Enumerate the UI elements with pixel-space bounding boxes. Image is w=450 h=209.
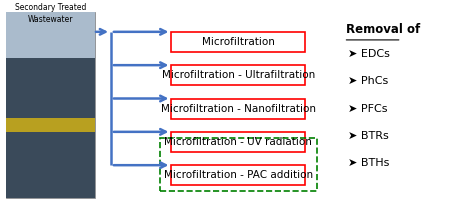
Text: Secondary Treated: Secondary Treated xyxy=(15,3,86,12)
FancyBboxPatch shape xyxy=(171,132,306,152)
FancyBboxPatch shape xyxy=(6,12,95,58)
FancyBboxPatch shape xyxy=(6,58,95,198)
Text: Microfiltration: Microfiltration xyxy=(202,37,275,47)
FancyBboxPatch shape xyxy=(171,98,306,119)
Text: ➤ BTRs: ➤ BTRs xyxy=(348,131,389,141)
Text: Wastewater: Wastewater xyxy=(28,15,73,24)
Text: ➤ BTHs: ➤ BTHs xyxy=(348,158,389,168)
FancyBboxPatch shape xyxy=(171,65,306,85)
Text: Microfiltration - UV radiation: Microfiltration - UV radiation xyxy=(165,137,312,147)
Text: Removal of: Removal of xyxy=(346,23,420,36)
Text: Microfiltration - Ultrafiltration: Microfiltration - Ultrafiltration xyxy=(162,70,315,80)
Text: Microfiltration - PAC addition: Microfiltration - PAC addition xyxy=(164,170,313,180)
FancyBboxPatch shape xyxy=(6,12,95,198)
Text: ➤ PhCs: ➤ PhCs xyxy=(348,76,388,86)
FancyBboxPatch shape xyxy=(6,118,95,133)
Text: ➤ EDCs: ➤ EDCs xyxy=(348,49,390,59)
FancyBboxPatch shape xyxy=(171,165,306,185)
FancyBboxPatch shape xyxy=(171,32,306,52)
Text: Microfiltration - Nanofiltration: Microfiltration - Nanofiltration xyxy=(161,104,316,114)
Text: ➤ PFCs: ➤ PFCs xyxy=(348,104,387,114)
